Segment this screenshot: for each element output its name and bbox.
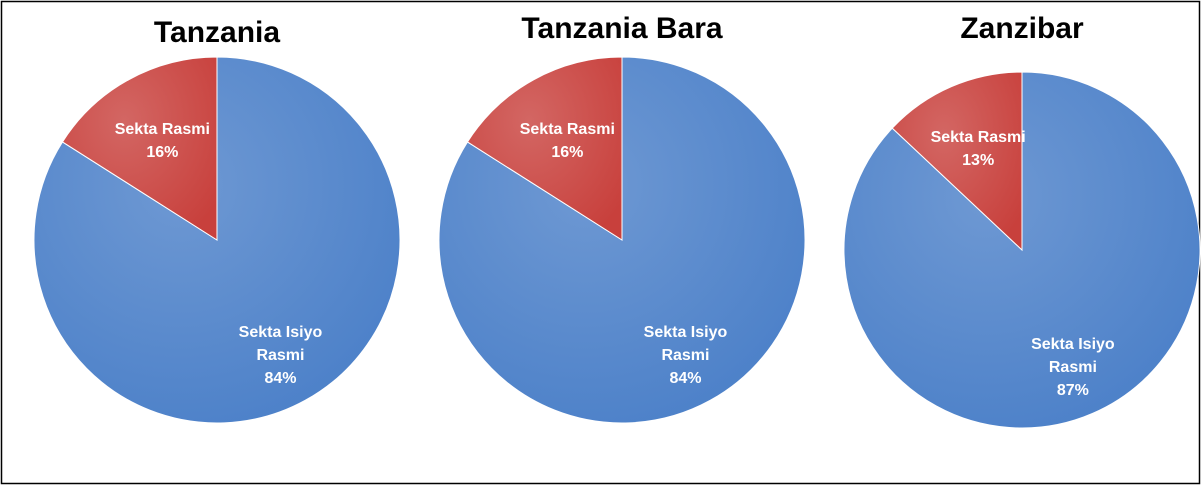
slice-category: Sekta Rasmi: [930, 128, 1026, 146]
slice-value: 84%: [264, 369, 297, 387]
pie-slice: [891, 71, 1023, 252]
slice-category: Sekta Rasmi: [114, 120, 210, 138]
slice-value: 84%: [669, 369, 702, 387]
slice-category: Sekta Isiyo Rasmi: [238, 323, 323, 364]
slice-category: Sekta Rasmi: [519, 120, 615, 138]
chart-title: Tanzania: [154, 16, 280, 49]
slice-value: 16%: [146, 143, 179, 161]
slice-value: 87%: [1056, 382, 1089, 400]
slice-value: 16%: [551, 143, 584, 161]
chart-title: Zanzibar: [960, 12, 1084, 45]
pie-slice: [843, 71, 1201, 429]
chart-title: Tanzania Bara: [521, 12, 722, 45]
slice-category: Sekta Isiyo Rasmi: [643, 323, 728, 364]
slice-value: 13%: [962, 151, 995, 169]
pie-slice: [61, 56, 218, 241]
slice-category: Sekta Isiyo Rasmi: [1031, 336, 1115, 377]
pie-slice: [466, 56, 623, 241]
